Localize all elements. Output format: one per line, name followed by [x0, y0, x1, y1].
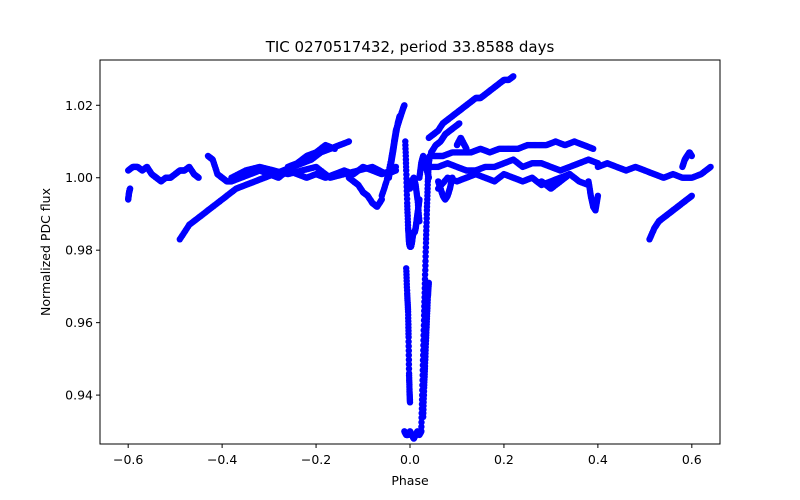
- x-tick-label: −0.6: [113, 452, 143, 467]
- x-tick-label: 0.6: [682, 452, 702, 467]
- data-point: [707, 163, 714, 171]
- y-axis: 0.94 0.96 0.98 1.00 1.02: [65, 98, 100, 403]
- x-tick-label: 0.4: [588, 452, 608, 467]
- data-point: [422, 257, 429, 265]
- data-point: [405, 333, 412, 341]
- y-tick-label: 0.98: [65, 243, 93, 258]
- data-point: [401, 102, 408, 109]
- y-tick-label: 1.00: [65, 170, 93, 185]
- data-point: [590, 145, 597, 152]
- data-point: [126, 185, 134, 192]
- data-point: [566, 170, 573, 178]
- y-tick-label: 0.96: [65, 315, 93, 330]
- data-point: [195, 174, 202, 181]
- data-point: [688, 192, 695, 199]
- data-point: [345, 138, 353, 145]
- data-point: [449, 174, 456, 181]
- data-point: [422, 262, 429, 269]
- data-point: [416, 218, 423, 225]
- data-point: [510, 73, 517, 80]
- data-point: [422, 248, 429, 256]
- data-point: [405, 361, 413, 368]
- data-point: [405, 352, 412, 359]
- data-points: [125, 73, 714, 442]
- x-tick-label: 0.0: [400, 452, 420, 467]
- data-point: [421, 271, 429, 278]
- x-tick-label: −0.4: [207, 452, 237, 467]
- data-point: [422, 266, 429, 274]
- chart-title: TIC 0270517432, period 33.8588 days: [265, 38, 555, 56]
- data-point: [405, 347, 412, 354]
- data-point: [594, 192, 602, 199]
- data-point: [405, 338, 412, 345]
- data-point: [463, 145, 470, 152]
- data-point: [422, 244, 430, 251]
- data-point: [456, 120, 463, 127]
- data-point: [405, 343, 412, 350]
- y-axis-label: Normalized PDC flux: [38, 188, 53, 316]
- data-point: [418, 428, 425, 435]
- y-tick-label: 1.02: [65, 98, 93, 113]
- data-point: [425, 279, 432, 286]
- data-point: [405, 365, 413, 372]
- x-axis-label: Phase: [391, 473, 429, 488]
- x-axis: −0.6 −0.4 −0.2 0.0 0.2 0.4 0.6: [113, 444, 702, 467]
- data-point: [331, 145, 338, 152]
- y-tick-label: 0.94: [65, 388, 93, 403]
- data-point: [396, 113, 403, 120]
- x-tick-label: 0.2: [494, 452, 514, 467]
- data-point: [405, 356, 413, 363]
- data-point: [422, 253, 429, 260]
- data-point: [688, 152, 695, 160]
- x-tick-label: −0.2: [301, 452, 331, 467]
- data-point: [418, 423, 425, 430]
- data-point: [392, 167, 400, 174]
- data-point: [406, 399, 414, 406]
- data-point: [425, 174, 432, 181]
- data-point: [418, 419, 425, 426]
